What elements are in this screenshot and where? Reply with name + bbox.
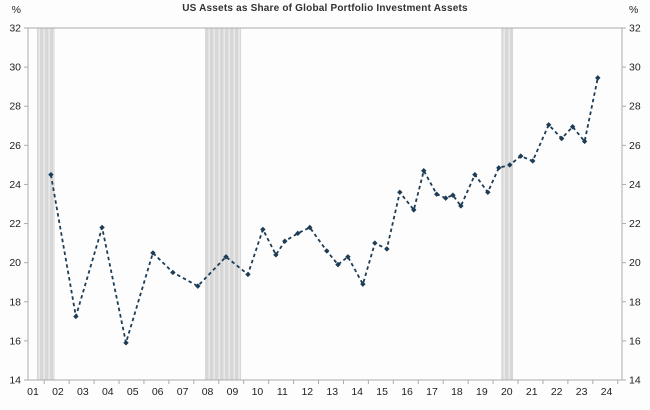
x-tick-label: 19 (476, 386, 488, 398)
x-tick-label: 01 (27, 386, 39, 398)
data-point (434, 191, 440, 197)
data-point (282, 238, 288, 244)
data-point (99, 224, 105, 231)
data-point (150, 250, 156, 256)
x-tick-label: 12 (301, 386, 313, 398)
x-tick-label: 09 (227, 386, 239, 398)
data-point (335, 261, 341, 268)
data-point (324, 248, 330, 254)
data-point (411, 207, 417, 213)
x-tick-label: 22 (551, 386, 563, 398)
data-point (295, 230, 301, 237)
x-tick-label: 24 (601, 386, 613, 398)
data-point (518, 153, 524, 159)
series-line (50, 77, 599, 344)
x-tick-label: 06 (152, 386, 164, 398)
data-point (123, 340, 129, 346)
y-tick-label-right: 16 (629, 335, 641, 347)
y-tick-label-left: 26 (9, 140, 21, 152)
data-point (472, 171, 478, 178)
x-tick-label: 08 (202, 386, 214, 398)
data-point (73, 313, 79, 320)
data-point (421, 168, 427, 174)
x-tick-label: 20 (501, 386, 513, 398)
data-point (569, 124, 576, 130)
y-tick-label-left: 30 (9, 62, 21, 74)
data-point (345, 254, 351, 260)
y-tick-label-right: 32 (629, 23, 641, 35)
data-point (558, 135, 565, 142)
y-tick-label-right: 14 (629, 375, 641, 387)
data-point (372, 240, 378, 246)
y-tick-label-left: 22 (9, 218, 21, 230)
data-point (450, 192, 456, 198)
x-tick-label: 07 (177, 386, 189, 398)
y-tick-label-right: 30 (629, 62, 641, 74)
data-point (581, 138, 588, 145)
data-point (384, 246, 390, 252)
y-axis-unit-left: % (12, 4, 21, 16)
data-point (223, 254, 229, 260)
y-tick-label-right: 22 (629, 218, 641, 230)
data-point (195, 283, 201, 289)
x-tick-label: 05 (127, 386, 139, 398)
x-tick-label: 23 (576, 386, 588, 398)
recession-band (501, 28, 514, 380)
data-point (458, 203, 464, 209)
x-tick-label: 21 (526, 386, 538, 398)
y-tick-label-left: 16 (9, 335, 21, 347)
data-point (245, 271, 251, 278)
data-point (595, 75, 601, 81)
y-tick-label-left: 24 (9, 179, 21, 191)
recession-band (205, 28, 241, 380)
x-tick-label: 16 (401, 386, 413, 398)
data-point (496, 165, 502, 171)
data-point (485, 189, 491, 195)
y-tick-label-right: 20 (629, 257, 641, 269)
data-point (48, 171, 54, 178)
y-tick-label-left: 18 (9, 296, 21, 308)
x-tick-label: 11 (277, 386, 288, 398)
data-point (442, 195, 449, 201)
y-tick-label-right: 24 (629, 179, 641, 191)
data-point (530, 158, 536, 164)
data-point (360, 281, 366, 287)
data-point (307, 224, 313, 231)
y-tick-label-right: 28 (629, 101, 641, 113)
x-tick-label: 13 (326, 386, 338, 398)
y-tick-label-left: 20 (9, 257, 21, 269)
data-point (545, 122, 552, 128)
y-tick-label-left: 28 (9, 101, 21, 113)
plot-frame (27, 27, 623, 381)
chart-title: US Assets as Share of Global Portfolio I… (182, 3, 468, 14)
x-tick-label: 02 (52, 386, 64, 398)
data-point (507, 162, 513, 168)
recession-band (36, 28, 55, 380)
data-point (397, 189, 403, 195)
y-tick-label-left: 32 (9, 23, 21, 35)
data-point (170, 269, 176, 276)
data-point (273, 252, 279, 258)
x-tick-label: 18 (451, 386, 463, 398)
x-tick-label: 10 (252, 386, 264, 398)
y-axis-unit-right: % (629, 4, 638, 16)
y-tick-label-right: 26 (629, 140, 641, 152)
y-tick-label-left: 14 (9, 375, 21, 387)
x-tick-label: 04 (102, 386, 114, 398)
data-point (260, 226, 266, 233)
x-tick-label: 17 (426, 386, 438, 398)
y-tick-label-right: 18 (629, 296, 641, 308)
x-tick-label: 14 (351, 386, 363, 398)
x-tick-label: 15 (376, 386, 388, 398)
x-tick-label: 03 (77, 386, 89, 398)
